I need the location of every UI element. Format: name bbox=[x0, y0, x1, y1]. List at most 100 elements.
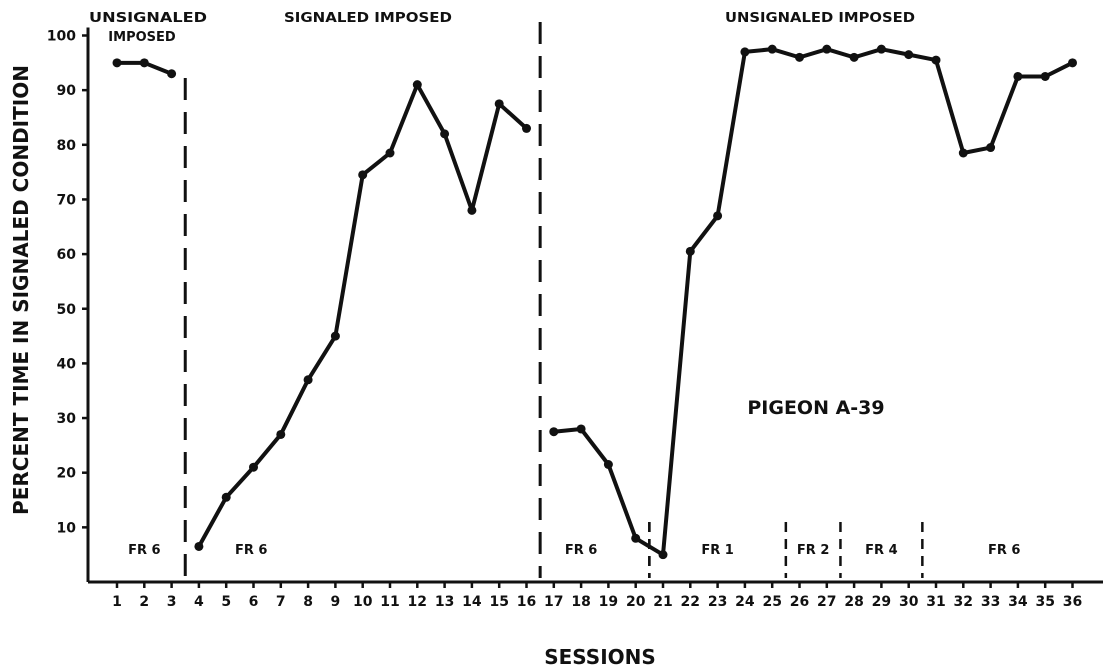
schedule-label: FR 6 bbox=[235, 543, 267, 558]
phase-label: SIGNALED IMPOSED bbox=[284, 11, 452, 26]
schedule-labels: FR 6 FR 6 FR 6 FR 1 FR 2 FR 4 FR 6 bbox=[128, 522, 1020, 578]
x-tick-label: 35 bbox=[1035, 594, 1054, 610]
x-tick-label: 19 bbox=[599, 594, 618, 610]
y-tick-label: 30 bbox=[57, 411, 77, 427]
x-tick-label: 3 bbox=[167, 594, 177, 610]
phase-labels: UNSIGNALED IMPOSED SIGNALED IMPOSED UNSIGNA… bbox=[89, 11, 915, 45]
x-tick-label: 20 bbox=[626, 594, 646, 610]
y-tick-label: 60 bbox=[57, 247, 77, 263]
y-tick-label: 40 bbox=[57, 356, 77, 372]
phase-divider-lines bbox=[183, 22, 542, 578]
data-point bbox=[1068, 58, 1077, 68]
x-tick-label: 1 bbox=[112, 594, 122, 610]
x-tick-label: 5 bbox=[221, 594, 231, 610]
x-tick-label: 18 bbox=[571, 594, 590, 610]
x-tick-label: 25 bbox=[762, 594, 781, 610]
x-tick-label: 21 bbox=[653, 594, 672, 610]
data-point bbox=[221, 492, 231, 502]
data-point bbox=[685, 246, 695, 256]
data-point bbox=[276, 429, 286, 439]
data-point bbox=[958, 148, 968, 158]
data-point bbox=[467, 205, 477, 215]
x-tick-label: 24 bbox=[735, 594, 755, 610]
x-tick-label: 26 bbox=[790, 594, 809, 610]
schedule-label: FR 6 bbox=[128, 543, 160, 558]
data-point bbox=[385, 148, 395, 158]
data-point bbox=[576, 424, 586, 434]
series-line bbox=[197, 82, 528, 548]
x-tick-label: 28 bbox=[844, 594, 863, 610]
data-point bbox=[522, 123, 531, 133]
data-point bbox=[249, 462, 258, 472]
schedule-label: FR 2 bbox=[797, 543, 829, 558]
y-tick-label: 20 bbox=[57, 466, 77, 482]
data-point bbox=[358, 170, 368, 180]
x-axis-label: SESSIONS bbox=[544, 645, 656, 669]
data-point bbox=[494, 99, 504, 109]
x-tick-label: 14 bbox=[462, 594, 482, 610]
x-tick-label: 12 bbox=[408, 594, 427, 610]
x-tick-label: 9 bbox=[331, 594, 341, 610]
x-tick-label: 4 bbox=[194, 594, 204, 610]
data-point bbox=[904, 50, 914, 60]
subject-annotation: PIGEON A-39 bbox=[747, 397, 884, 419]
data-point bbox=[440, 129, 450, 139]
data-point bbox=[822, 44, 832, 54]
data-point bbox=[658, 550, 668, 560]
data-point bbox=[740, 47, 750, 57]
y-axis-label: PERCENT TIME IN SIGNALED CONDITION bbox=[9, 65, 33, 515]
data-point bbox=[931, 55, 941, 65]
x-tick-label: 27 bbox=[817, 594, 836, 610]
data-point bbox=[795, 52, 804, 62]
x-tick-label: 17 bbox=[544, 594, 563, 610]
phase-label: UNSIGNALED bbox=[89, 11, 207, 26]
x-tick-label: 32 bbox=[954, 594, 973, 610]
data-point bbox=[112, 58, 122, 68]
data-point bbox=[549, 427, 559, 437]
x-tick-label: 16 bbox=[517, 594, 536, 610]
x-tick-label: 11 bbox=[380, 594, 399, 610]
schedule-label: FR 1 bbox=[701, 543, 733, 558]
y-tick-label: 90 bbox=[57, 83, 77, 99]
x-tick-label: 34 bbox=[1008, 594, 1028, 610]
x-tick-label: 2 bbox=[139, 594, 149, 610]
data-point bbox=[767, 44, 777, 54]
x-tick-label: 31 bbox=[926, 594, 945, 610]
y-tick-label: 50 bbox=[57, 302, 77, 318]
data-point bbox=[986, 143, 996, 153]
data-point bbox=[713, 211, 723, 221]
data-point bbox=[603, 460, 613, 470]
data-point bbox=[194, 541, 204, 551]
x-tick-label: 29 bbox=[872, 594, 891, 610]
y-tick-label: 100 bbox=[47, 29, 76, 45]
data-point bbox=[412, 80, 422, 90]
data-point bbox=[303, 375, 313, 385]
x-tick-label: 13 bbox=[435, 594, 454, 610]
data-point bbox=[849, 52, 859, 62]
data-point bbox=[167, 69, 177, 79]
data-series bbox=[112, 44, 1077, 560]
x-tick-label: 22 bbox=[681, 594, 700, 610]
y-tick-label: 70 bbox=[57, 192, 77, 208]
y-tick-label: 10 bbox=[57, 520, 77, 536]
x-tick-label: 10 bbox=[353, 594, 373, 610]
data-point bbox=[139, 58, 149, 68]
x-tick-label: 36 bbox=[1063, 594, 1082, 610]
series-line bbox=[553, 47, 1074, 557]
x-tick-label: 15 bbox=[489, 594, 508, 610]
x-tick-label: 6 bbox=[249, 594, 259, 610]
phase-label: UNSIGNALED IMPOSED bbox=[725, 11, 915, 26]
schedule-label: FR 6 bbox=[565, 543, 597, 558]
data-point bbox=[330, 331, 340, 341]
x-tick-label: 7 bbox=[276, 594, 286, 610]
data-point bbox=[631, 533, 641, 543]
x-tick-label: 33 bbox=[981, 594, 1000, 610]
x-tick-label: 30 bbox=[899, 594, 919, 610]
x-tick-label: 23 bbox=[708, 594, 727, 610]
y-tick-label: 80 bbox=[57, 138, 77, 154]
x-tick-label: 8 bbox=[303, 594, 313, 610]
schedule-label: FR 4 bbox=[865, 543, 897, 558]
schedule-label: FR 6 bbox=[988, 543, 1020, 558]
